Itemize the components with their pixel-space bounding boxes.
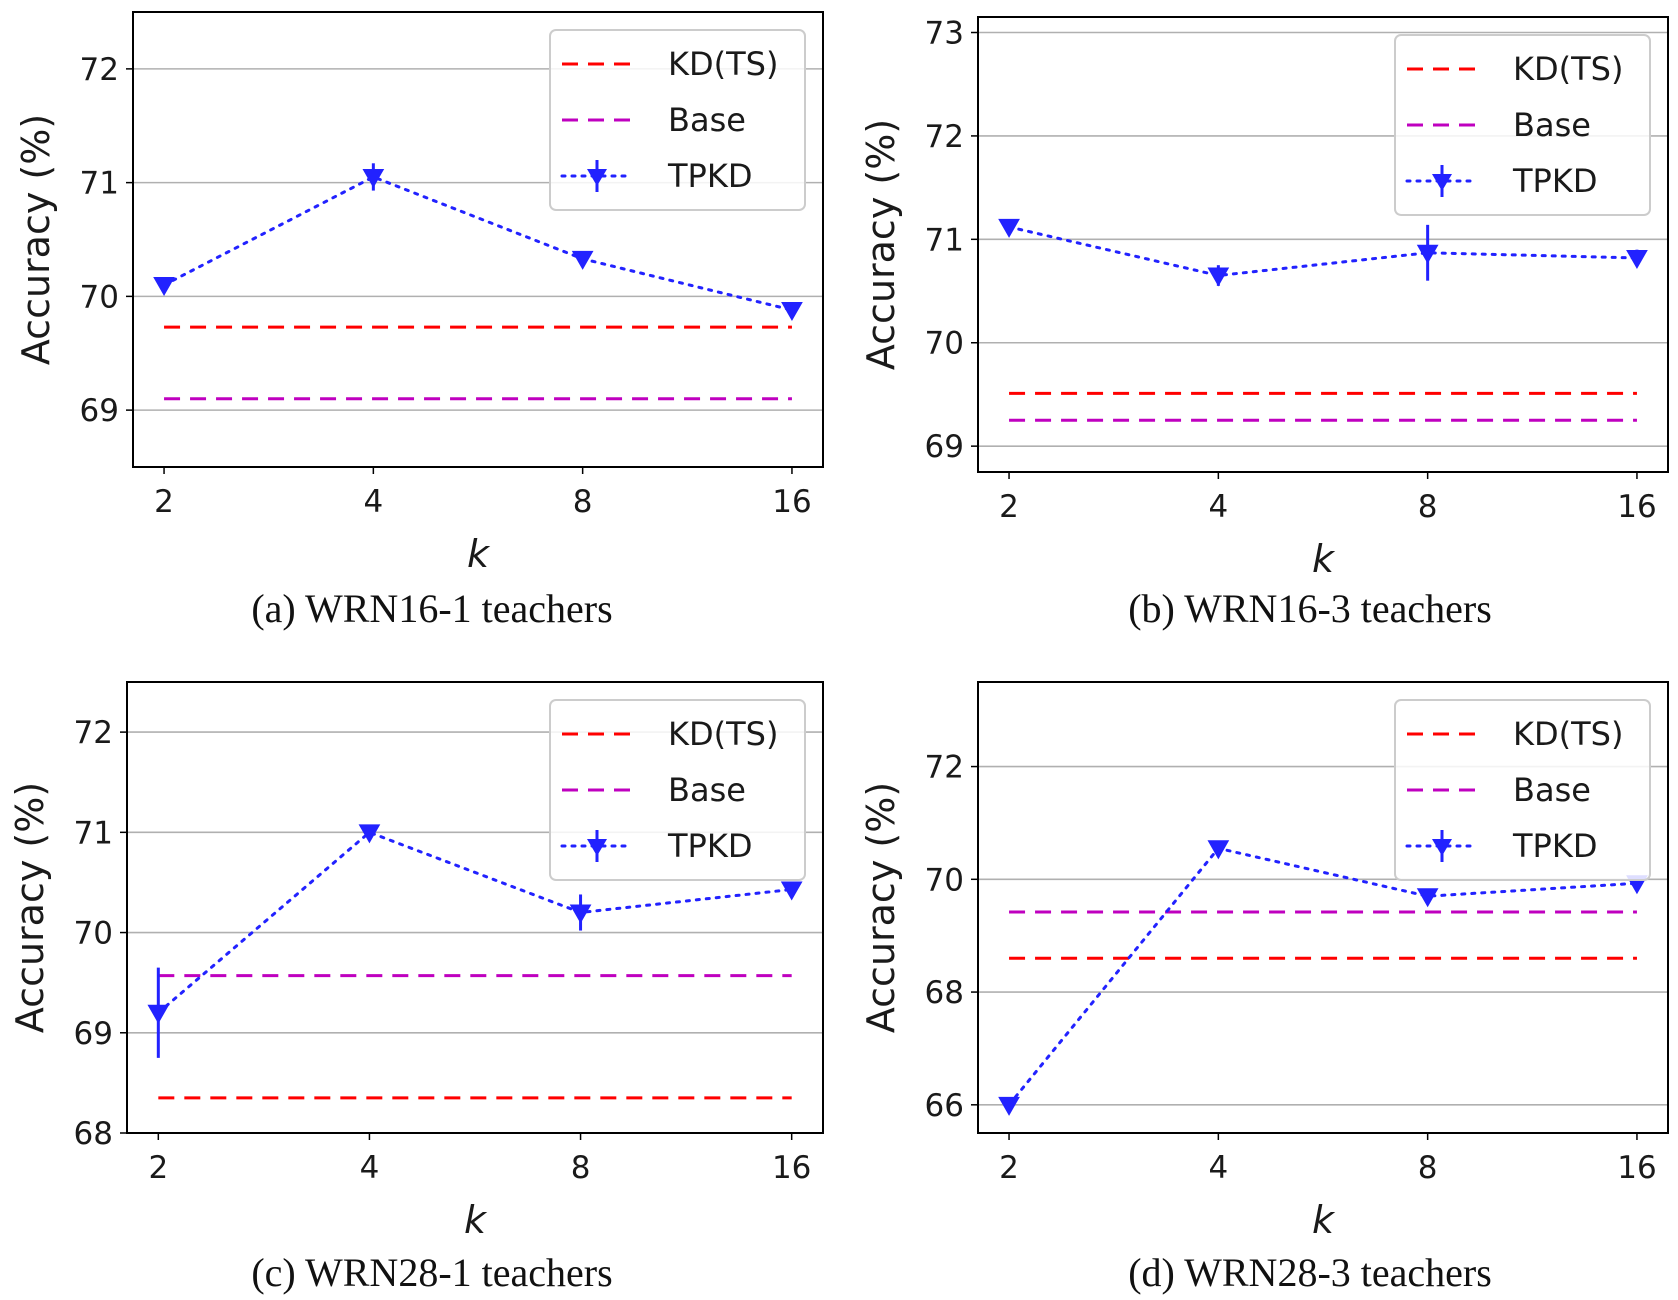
plot-frame <box>126 681 824 1134</box>
x-axis-label: k <box>467 532 491 576</box>
data-point-marker <box>780 881 803 901</box>
y-tick-label: 72 <box>80 52 119 88</box>
x-tick-label: 16 <box>1617 1150 1656 1186</box>
legend-label: Base <box>1513 106 1591 144</box>
y-tick-label: 70 <box>925 862 964 898</box>
panel-caption: (d) WRN28-3 teachers <box>1128 1250 1492 1295</box>
data-point-marker <box>1416 244 1439 264</box>
y-tick-label: 71 <box>925 222 964 258</box>
x-tick-label: 4 <box>1208 489 1228 525</box>
y-tick-label: 69 <box>925 429 964 465</box>
legend-marker <box>1432 174 1452 191</box>
data-point-marker <box>569 904 592 924</box>
y-axis-label: Accuracy (%) <box>859 782 903 1033</box>
legend: KD(TS) Base TPKD <box>549 699 806 881</box>
legend-box <box>1394 34 1651 216</box>
plot-frame <box>977 681 1669 1134</box>
data-point-marker <box>153 277 175 297</box>
chart-panel-0: 69 70 71 72 2 4 8 16 KD(TS) Base TPKD Accuracy (%) k… <box>14 11 824 631</box>
legend-marker <box>587 169 607 186</box>
plot-frame <box>977 16 1669 473</box>
legend-label: KD(TS) <box>668 715 778 753</box>
legend-label: Base <box>668 771 746 809</box>
series-line-tpkd <box>156 830 794 1015</box>
x-tick-label: 8 <box>1418 489 1438 525</box>
x-tick-label: 2 <box>999 1150 1019 1186</box>
x-tick-label: 4 <box>360 1150 380 1186</box>
x-tick-label: 4 <box>1208 1150 1228 1186</box>
x-axis-label: k <box>1312 1198 1336 1242</box>
legend-box <box>549 699 806 881</box>
y-tick-label: 72 <box>925 750 964 786</box>
y-axis-label: Accuracy (%) <box>14 114 58 365</box>
legend-label: Base <box>1513 771 1591 809</box>
x-tick-label: 16 <box>772 484 811 520</box>
data-point-marker <box>1416 888 1439 908</box>
x-tick-label: 8 <box>1418 1150 1438 1186</box>
legend-marker <box>587 839 607 856</box>
y-tick-label: 68 <box>74 1116 113 1152</box>
panel-caption: (a) WRN16-1 teachers <box>251 586 612 631</box>
legend-box <box>1394 699 1651 881</box>
x-tick-label: 4 <box>363 484 383 520</box>
y-tick-label: 69 <box>80 393 119 429</box>
y-tick-label: 70 <box>80 279 119 315</box>
legend: KD(TS) Base TPKD <box>549 29 806 211</box>
legend-label: KD(TS) <box>1513 715 1623 753</box>
y-tick-label: 69 <box>74 1016 113 1052</box>
legend-label: Base <box>668 101 746 139</box>
y-tick-label: 71 <box>80 166 119 202</box>
data-point-marker <box>1626 249 1648 269</box>
data-point-marker <box>362 168 385 188</box>
legend-box <box>549 29 806 211</box>
data-point-marker <box>1207 267 1230 287</box>
legend-label: TPKD <box>667 157 752 195</box>
data-point-marker <box>781 302 803 322</box>
x-tick-label: 8 <box>573 484 593 520</box>
data-point-marker <box>571 250 594 270</box>
legend: KD(TS) Base TPKD <box>1394 699 1651 881</box>
x-tick-label: 16 <box>1617 489 1656 525</box>
y-axis-label: Accuracy (%) <box>8 782 52 1033</box>
y-tick-label: 70 <box>74 916 113 952</box>
legend-marker <box>1432 839 1452 856</box>
data-point-marker <box>358 824 381 844</box>
data-point-marker <box>1207 840 1230 860</box>
x-tick-label: 2 <box>154 484 174 520</box>
x-axis-label: k <box>1312 537 1336 581</box>
chart-panel-3: 66 68 70 72 2 4 8 16 KD(TS) Base TPKD Accuracy (%) k… <box>859 681 1669 1295</box>
data-point-marker <box>998 218 1020 238</box>
y-tick-label: 68 <box>925 975 964 1011</box>
data-point-marker <box>147 1004 170 1024</box>
legend-label: TPKD <box>667 827 752 865</box>
legend: KD(TS) Base TPKD <box>1394 34 1651 216</box>
legend-label: KD(TS) <box>1513 50 1623 88</box>
chart-panel-2: 68 69 70 71 72 2 4 8 16 KD(TS) Base TPKD Accuracy (%… <box>8 681 824 1295</box>
x-tick-label: 8 <box>571 1150 591 1186</box>
legend-label: KD(TS) <box>668 45 778 83</box>
y-axis-label: Accuracy (%) <box>859 119 903 370</box>
y-tick-label: 71 <box>74 815 113 851</box>
x-axis-label: k <box>464 1198 488 1242</box>
series-line-tpkd <box>1007 225 1639 278</box>
chart-panel-1: 69 70 71 72 73 2 4 8 16 KD(TS) Base TPKD Accuracy (%… <box>859 16 1669 631</box>
y-tick-label: 72 <box>74 715 113 751</box>
series-line-tpkd <box>1007 846 1639 1107</box>
plot-frame <box>132 11 824 468</box>
x-tick-label: 16 <box>772 1150 811 1186</box>
y-tick-label: 66 <box>925 1088 964 1124</box>
panel-caption: (c) WRN28-1 teachers <box>251 1250 612 1295</box>
y-tick-label: 72 <box>925 119 964 155</box>
x-tick-label: 2 <box>148 1150 168 1186</box>
x-tick-label: 2 <box>999 489 1019 525</box>
panel-caption: (b) WRN16-3 teachers <box>1128 586 1492 631</box>
data-point-marker <box>998 1096 1020 1116</box>
legend-label: TPKD <box>1512 827 1597 865</box>
legend-label: TPKD <box>1512 162 1597 200</box>
y-tick-label: 70 <box>925 326 964 362</box>
y-tick-label: 73 <box>925 16 964 52</box>
